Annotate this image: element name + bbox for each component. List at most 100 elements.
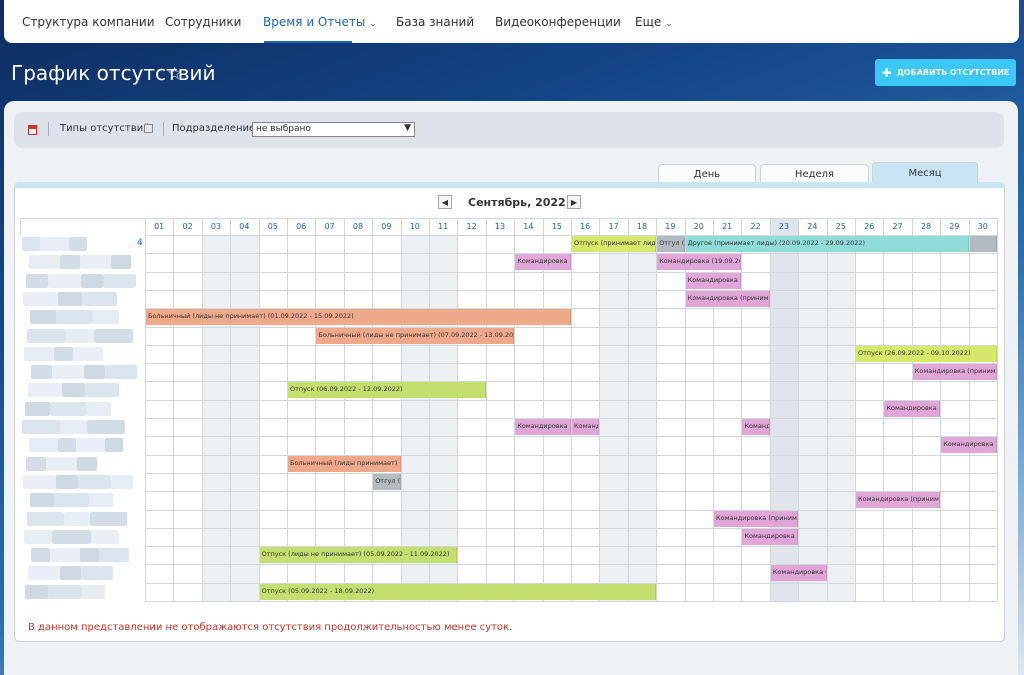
absence-bar[interactable]: Командировка (принимает лиды) bbox=[770, 565, 827, 582]
redacted-name-block bbox=[85, 383, 119, 398]
nav-item-more[interactable]: Еще ⌄ bbox=[635, 15, 673, 29]
absence-bar[interactable]: Командировка (19.09.2022 - 21.09.2022) bbox=[657, 254, 742, 271]
redacted-name-block bbox=[87, 420, 125, 434]
absence-bar[interactable]: Другое (принимает лиды) (20.09.2022 - 29… bbox=[685, 236, 969, 252]
employee-name-cell[interactable] bbox=[20, 474, 145, 490]
row-counter-link[interactable]: 4 bbox=[137, 238, 143, 248]
redacted-name-block bbox=[77, 456, 97, 471]
employee-name-cell[interactable] bbox=[20, 529, 145, 545]
redacted-name-block bbox=[105, 365, 137, 380]
employee-name-cell[interactable] bbox=[20, 565, 145, 581]
grid-line bbox=[145, 564, 997, 566]
absence-bar[interactable]: Больничный (лиды не принимает) (07.09.20… bbox=[316, 327, 515, 344]
absence-bar[interactable]: Командировка (принимает лиды) bbox=[714, 510, 799, 527]
absence-bar[interactable]: Командировка (принимает лиды) bbox=[515, 419, 571, 435]
grid-line bbox=[145, 418, 997, 419]
department-select[interactable]: не выбрано ▼ bbox=[252, 122, 415, 137]
absence-bar[interactable]: Командировка (принимает лиды) bbox=[912, 364, 997, 381]
nav-item-company-structure[interactable]: Структура компании bbox=[22, 15, 155, 29]
employee-name-cell[interactable] bbox=[20, 401, 145, 417]
grid-line bbox=[201, 218, 203, 601]
redacted-name-block bbox=[28, 566, 60, 581]
absence-bar[interactable]: Командировка (принимает лиды) bbox=[685, 272, 742, 289]
page-title: График отсутствий bbox=[11, 61, 216, 85]
tab-week[interactable]: Неделя bbox=[760, 164, 869, 184]
absence-types-checkbox[interactable] bbox=[144, 124, 153, 133]
employee-name-cell[interactable] bbox=[20, 437, 145, 453]
grid-line bbox=[145, 326, 997, 328]
nav-item-employees[interactable]: Сотрудники bbox=[165, 15, 242, 29]
tab-month[interactable]: Месяц bbox=[872, 162, 978, 184]
redacted-name-block bbox=[22, 420, 60, 434]
absence-bar[interactable] bbox=[969, 236, 997, 252]
grid-line bbox=[372, 218, 374, 601]
grid-line bbox=[400, 218, 402, 601]
next-month-button[interactable]: ▶ bbox=[567, 195, 581, 209]
grid-line bbox=[485, 218, 487, 601]
absence-bar[interactable]: Командировка (принимает лиды) bbox=[856, 492, 941, 509]
employee-name-cell[interactable] bbox=[20, 492, 145, 508]
calendar-icon[interactable] bbox=[28, 125, 37, 135]
absence-bar[interactable]: Командировка (принимает лиды) bbox=[742, 419, 770, 435]
day-header: 10 bbox=[409, 222, 420, 231]
redacted-name-block bbox=[26, 456, 46, 471]
absence-bar[interactable]: Отпуск (05.09.2022 - 18.09.2022) bbox=[259, 583, 657, 600]
redacted-name-block bbox=[27, 328, 66, 343]
nav-item-time-reports[interactable]: Время и Отчеты ⌄ bbox=[263, 15, 377, 29]
add-absence-button[interactable]: ✚ ДОБАВИТЬ ОТСУТСТВИЕ bbox=[875, 59, 1016, 86]
grid-line bbox=[968, 218, 970, 601]
absence-bar[interactable]: Отгул (принимает лиды) bbox=[657, 236, 685, 252]
calendar-header-strip bbox=[14, 182, 1005, 188]
employee-name-cell[interactable] bbox=[20, 364, 145, 380]
redacted-name-block bbox=[78, 474, 111, 489]
grid-line bbox=[627, 218, 629, 601]
absence-bar[interactable]: Отпуск (принимает лиды) bbox=[572, 236, 657, 252]
absence-bar[interactable]: Командировка (принимает лиды) bbox=[742, 528, 799, 545]
absence-bar[interactable]: Больничный (лиды не принимает) (01.09.20… bbox=[146, 309, 571, 326]
redacted-name-block bbox=[25, 584, 48, 599]
day-header: 21 bbox=[722, 222, 733, 231]
employee-name-cell[interactable] bbox=[20, 346, 145, 362]
absence-bar[interactable]: Отпуск (26.09.2022 - 09.10.2022) bbox=[856, 345, 997, 362]
tab-day[interactable]: День bbox=[658, 164, 756, 184]
absence-bar[interactable]: Командировка (принимает лиды) bbox=[884, 400, 941, 417]
day-header: 04 bbox=[239, 222, 250, 231]
redacted-name-block bbox=[54, 493, 89, 508]
employee-name-cell[interactable] bbox=[20, 291, 145, 307]
star-icon[interactable]: ☆ bbox=[167, 64, 183, 84]
absence-bar[interactable]: Командировка (принимает лиды) bbox=[941, 437, 997, 454]
employee-name-cell[interactable] bbox=[20, 547, 145, 563]
absence-bar[interactable]: Командировка (принимает лиды) bbox=[515, 254, 571, 271]
employee-name-cell[interactable] bbox=[20, 328, 145, 344]
nav-item-knowledge-base[interactable]: База знаний bbox=[396, 15, 475, 29]
employee-name-cell[interactable] bbox=[20, 511, 145, 527]
grid-line bbox=[599, 218, 601, 601]
employee-name-cell[interactable] bbox=[20, 309, 145, 325]
absence-bar[interactable]: Отгул (принимает лиды) bbox=[373, 473, 401, 490]
grid-line bbox=[656, 218, 658, 601]
grid-line bbox=[713, 218, 714, 601]
absence-bar[interactable]: Больничный (лиды принимает) (06.09.2022 … bbox=[288, 455, 401, 472]
employee-name-cell[interactable] bbox=[20, 273, 145, 289]
absence-bar[interactable]: Отпуск (06.09.2022 - 12.09.2022) bbox=[288, 382, 486, 399]
employee-name-cell[interactable] bbox=[20, 382, 145, 398]
grid-line bbox=[798, 218, 800, 601]
absence-bar[interactable]: Командировка (принимает лиды) bbox=[572, 419, 600, 435]
prev-month-button[interactable]: ◀ bbox=[438, 195, 452, 209]
employee-name-cell[interactable] bbox=[20, 456, 145, 472]
employee-name-cell[interactable] bbox=[20, 254, 145, 270]
nav-item-video-conferences[interactable]: Видеоконференции bbox=[495, 15, 621, 29]
employee-name-cell[interactable] bbox=[20, 236, 145, 252]
day-header: 11 bbox=[438, 222, 449, 231]
employee-name-cell[interactable] bbox=[20, 419, 145, 435]
day-header: 29 bbox=[949, 222, 960, 231]
absence-bar[interactable]: Командировка (принимает лиды) bbox=[685, 290, 770, 307]
redacted-name-block bbox=[60, 420, 87, 434]
absence-bar[interactable]: Отпуск (лиды не принимает) (05.09.2022 -… bbox=[259, 547, 458, 564]
redacted-name-block bbox=[82, 291, 117, 306]
grid-line bbox=[940, 218, 942, 601]
day-header: 27 bbox=[892, 222, 903, 231]
employee-name-cell[interactable] bbox=[20, 584, 145, 600]
day-header: 17 bbox=[608, 222, 619, 231]
grid-line bbox=[230, 218, 232, 601]
